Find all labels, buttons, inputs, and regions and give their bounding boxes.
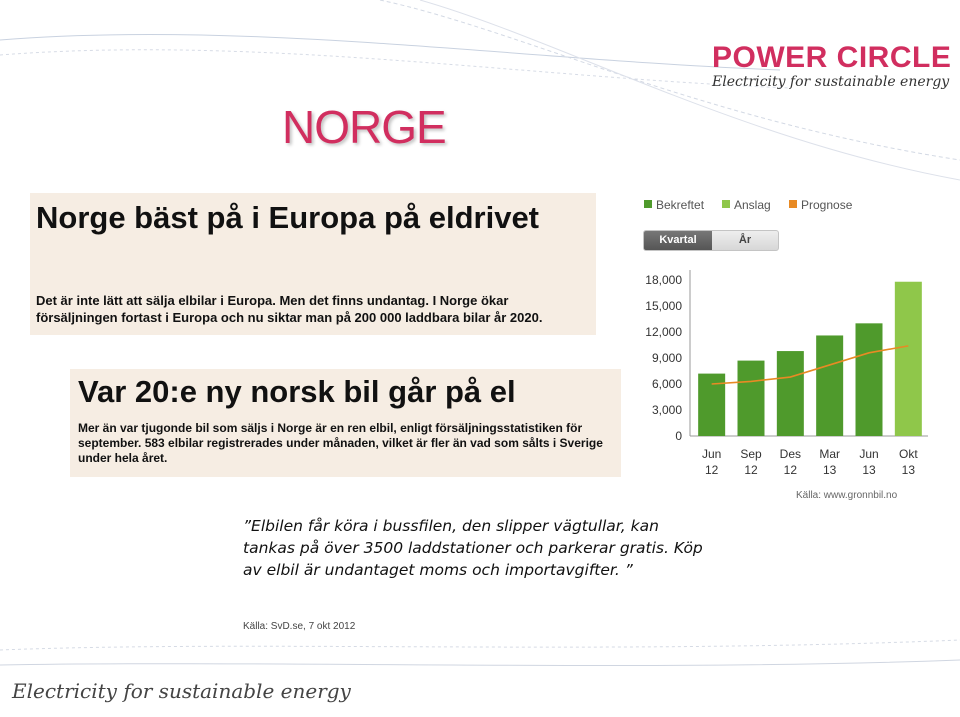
period-toggle[interactable]: Kvartal År [643, 230, 779, 251]
y-tick-label: 3,000 [652, 403, 682, 417]
toggle-ar[interactable]: År [738, 234, 752, 246]
legend-swatch [722, 200, 730, 208]
x-tick-label-year: 13 [823, 463, 837, 477]
legend-item-prognose: Prognose [789, 198, 852, 212]
legend-label: Bekreftet [656, 198, 705, 212]
y-tick-label: 12,000 [645, 325, 682, 339]
y-tick-label: 6,000 [652, 377, 682, 391]
x-tick-label-year: 12 [784, 463, 798, 477]
clipping-headline: Norge bäst på i Europa på eldrivet [36, 200, 540, 235]
bar-anslag [894, 281, 922, 436]
legend-swatch [644, 200, 652, 208]
y-tick-label: 0 [675, 429, 682, 443]
bar-bekreftet [776, 351, 804, 436]
clipping-body: Mer än var tjugonde bil som säljs i Norg… [78, 421, 603, 465]
news-clipping-1: Norge bäst på i Europa på eldrivet Det ä… [30, 193, 596, 335]
logo-tagline: Electricity for sustainable energy [712, 74, 950, 90]
x-tick-label-year: 12 [744, 463, 758, 477]
x-tick-label-month: Okt [899, 447, 918, 461]
x-tick-label-month: Des [780, 447, 801, 461]
footer-tagline: Electricity for sustainable energy [12, 679, 351, 703]
clipping-body: Det är inte lätt att sälja elbilar i Eur… [36, 293, 543, 325]
quote-source: Källa: SvD.se, 7 okt 2012 [243, 621, 356, 632]
legend-swatch [789, 200, 797, 208]
x-tick-label-month: Sep [740, 447, 762, 461]
logo-name: POWER CIRCLE [712, 41, 952, 74]
legend-item-anslag: Anslag [722, 198, 771, 212]
x-tick-label-month: Mar [819, 447, 840, 461]
x-tick-label-year: 12 [705, 463, 719, 477]
slide-title: NORGE [282, 101, 447, 153]
news-clipping-2: Var 20:e ny norsk bil går på el Mer än v… [70, 369, 621, 477]
x-tick-label-year: 13 [902, 463, 916, 477]
x-tick-label-year: 13 [862, 463, 876, 477]
legend-item-bekreftet: Bekreftet [644, 198, 704, 212]
y-tick-label: 18,000 [645, 273, 682, 287]
toggle-kvartal[interactable]: Kvartal [644, 231, 712, 250]
y-tick-label: 9,000 [652, 351, 682, 365]
x-tick-label-month: Jun [702, 447, 721, 461]
bar-bekreftet [816, 335, 844, 436]
series-line-prognose [711, 345, 909, 385]
sales-bar-chart: 0 3,000 6,000 9,000 12,000 15,000 18,000 Jun 12 S… [645, 270, 928, 477]
chart-source: Källa: www.gronnbil.no [796, 490, 898, 501]
legend-label: Anslag [734, 198, 771, 212]
power-circle-logo: POWER CIRCLE Electricity for sustainable… [712, 41, 952, 91]
bar-bekreftet [737, 360, 765, 436]
y-tick-label: 15,000 [645, 299, 682, 313]
bar-bekreftet [855, 323, 883, 436]
quote-text: ”Elbilen får köra i bussfilen, den slipp… [243, 517, 703, 579]
clipping-headline: Var 20:e ny norsk bil går på el [78, 374, 516, 409]
x-tick-label-month: Jun [859, 447, 878, 461]
legend-label: Prognose [801, 198, 853, 212]
